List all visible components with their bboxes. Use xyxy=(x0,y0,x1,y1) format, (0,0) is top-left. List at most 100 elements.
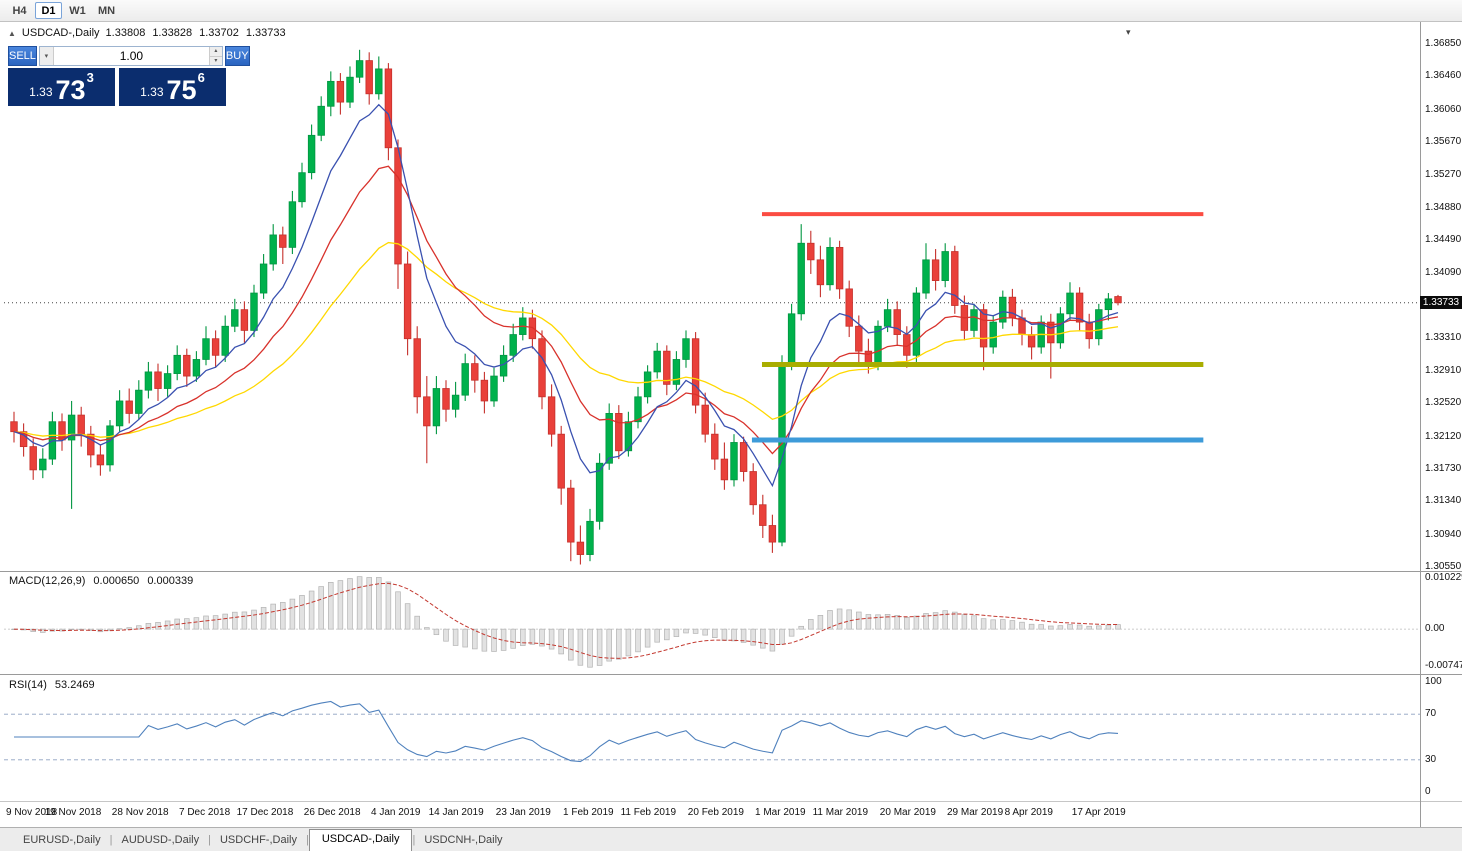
price-axis-separator xyxy=(1420,22,1421,827)
buy-price-big: 75 xyxy=(166,75,197,105)
date-axis[interactable]: 9 Nov 2018 19 Nov 2018 28 Nov 2018 7 Dec 20… xyxy=(4,802,1420,826)
price-axis-label: 1.30550 xyxy=(1425,561,1462,572)
price-axis-label: 1.34090 xyxy=(1425,267,1462,279)
volume-spinner: ▴ ▾ xyxy=(208,47,222,65)
date-axis-label: 19 Nov 2018 xyxy=(44,807,102,818)
panel-separator[interactable] xyxy=(0,571,1462,572)
volume-up-icon[interactable]: ▴ xyxy=(209,47,222,57)
tab-divider: | xyxy=(305,834,309,846)
current-price-value: 1.33733 xyxy=(1422,297,1460,309)
price-axis[interactable]: 1.36850 1.36460 1.36060 1.35670 1.35270 1.348… xyxy=(1421,38,1462,572)
date-axis-label: 11 Feb 2019 xyxy=(620,807,677,818)
rsi-axis[interactable]: 100 70 30 0 xyxy=(1421,676,1462,800)
date-axis-label: 1 Mar 2019 xyxy=(755,807,806,818)
price-axis-label: 1.32910 xyxy=(1425,365,1462,377)
price-axis-label: 1.30940 xyxy=(1425,528,1462,540)
sell-price-pip: 3 xyxy=(86,70,94,85)
date-axis-label: 17 Dec 2018 xyxy=(236,807,294,818)
volume-down-icon[interactable]: ▾ xyxy=(209,56,222,65)
high-value: 1.33828 xyxy=(152,27,193,39)
macd-axis-label: -0.007477 xyxy=(1425,660,1462,671)
rsi-indicator-header: RSI(14) 53.2469 xyxy=(9,679,99,691)
price-axis-label: 1.34490 xyxy=(1425,233,1462,245)
date-axis-label: 20 Mar 2019 xyxy=(879,807,936,818)
volume-dropdown-icon[interactable]: ▾ xyxy=(39,47,54,65)
macd-signal-line xyxy=(13,582,1119,659)
date-axis-label: 7 Dec 2018 xyxy=(179,807,231,818)
macd-axis-label: 0.010229 xyxy=(1425,572,1462,583)
macd-signal-value: 0.000339 xyxy=(147,575,194,587)
date-axis-label: 28 Nov 2018 xyxy=(111,807,169,818)
tab-divider: | xyxy=(412,834,416,846)
tab-divider: | xyxy=(208,834,211,846)
date-axis-label: 26 Dec 2018 xyxy=(303,807,361,818)
close-value: 1.33733 xyxy=(245,27,286,39)
price-axis-label: 1.33310 xyxy=(1425,331,1462,343)
date-axis-label: 17 Apr 2019 xyxy=(1071,807,1126,818)
ma-8-line[interactable] xyxy=(13,103,1119,488)
buy-button[interactable]: BUY xyxy=(224,46,250,66)
macd-axis-label: 0.00 xyxy=(1425,623,1445,635)
rsi-label: RSI(14) xyxy=(9,679,47,691)
timeframe-button-d1[interactable]: D1 xyxy=(35,2,62,19)
chart-shift-marker-icon[interactable]: ▾ xyxy=(1126,27,1131,37)
price-axis-label: 1.32120 xyxy=(1425,430,1462,442)
buy-price-prefix: 1.33 xyxy=(140,85,164,99)
volume-control: ▾ ▴ ▾ xyxy=(38,46,223,66)
date-axis-label: 29 Mar 2019 xyxy=(947,807,1004,818)
date-axis-label: 1 Feb 2019 xyxy=(563,807,614,818)
ohlc-values: 1.33808 1.33828 1.33702 1.33733 xyxy=(106,27,286,39)
low-value: 1.33702 xyxy=(199,27,239,39)
chart-title-bar: ▲ USDCAD-,Daily 1.33808 1.33828 1.33702 … xyxy=(8,26,286,40)
price-axis-label: 1.35670 xyxy=(1425,135,1462,147)
chart-tab-bar: EURUSD-,Daily | AUDUSD-,Daily | USDCHF-,Dail… xyxy=(0,827,1462,851)
date-axis-label: 9 Nov 2018 xyxy=(6,807,58,818)
price-axis-label: 1.32520 xyxy=(1425,397,1462,409)
date-axis-label: 8 Apr 2019 xyxy=(1004,807,1053,818)
rsi-chart[interactable] xyxy=(4,676,1420,800)
macd-indicator-header: MACD(12,26,9) 0.000650 0.000339 xyxy=(9,575,198,587)
price-axis-label: 1.36460 xyxy=(1425,70,1462,82)
symbol-tab-audusd[interactable]: AUDUSD-,Daily xyxy=(121,834,200,846)
macd-chart[interactable] xyxy=(4,572,1420,672)
price-axis-label: 1.31340 xyxy=(1425,495,1462,507)
rsi-axis-label: 100 xyxy=(1425,676,1442,687)
ma-34-line[interactable] xyxy=(13,241,1119,438)
current-price-label: 1.33733 xyxy=(1420,296,1462,310)
rsi-line xyxy=(14,700,1119,763)
sell-button[interactable]: SELL xyxy=(8,46,37,66)
date-axis-label: 20 Feb 2019 xyxy=(687,807,744,818)
timeframe-toolbar: H4 D1 W1 MN xyxy=(0,0,1462,22)
one-click-collapse-icon[interactable]: ▲ xyxy=(8,28,16,38)
symbol-tab-usdcnh[interactable]: USDCNH-,Daily xyxy=(424,834,503,846)
symbol-tab-usdchf[interactable]: USDCHF-,Daily xyxy=(219,834,297,846)
timeframe-button-mn[interactable]: MN xyxy=(98,4,116,17)
price-axis-label: 1.34880 xyxy=(1425,201,1462,213)
date-axis-label: 11 Mar 2019 xyxy=(812,807,868,818)
rsi-value: 53.2469 xyxy=(54,679,95,691)
price-axis-label: 1.36850 xyxy=(1425,38,1462,49)
buy-price-quote[interactable]: 1.33 75 6 xyxy=(119,68,226,106)
sell-price-big: 73 xyxy=(55,75,86,105)
macd-axis[interactable]: 0.010229 0.00 -0.007477 xyxy=(1421,572,1462,672)
date-axis-label: 4 Jan 2019 xyxy=(371,807,421,818)
price-axis-label: 1.36060 xyxy=(1425,103,1462,115)
symbol-tab-usdcad[interactable]: USDCAD-,Daily xyxy=(308,829,413,851)
rsi-axis-label: 70 xyxy=(1425,708,1437,720)
price-chart[interactable] xyxy=(4,42,1420,570)
panel-separator[interactable] xyxy=(0,674,1462,675)
volume-input[interactable] xyxy=(53,47,209,65)
sell-price-quote[interactable]: 1.33 73 3 xyxy=(8,68,115,106)
date-axis-label: 23 Jan 2019 xyxy=(495,807,551,818)
rsi-axis-label: 0 xyxy=(1425,786,1431,797)
timeframe-button-w1[interactable]: W1 xyxy=(69,4,86,17)
rsi-axis-label: 30 xyxy=(1425,753,1437,765)
timeframe-button-h4[interactable]: H4 xyxy=(12,4,27,17)
ma-17-line[interactable] xyxy=(13,165,1119,455)
tab-divider: | xyxy=(109,834,113,846)
date-axis-label: 14 Jan 2019 xyxy=(428,807,484,818)
macd-main-value: 0.000650 xyxy=(93,575,140,587)
price-axis-label: 1.35270 xyxy=(1425,169,1462,181)
symbol-tab-eurusd[interactable]: EURUSD-,Daily xyxy=(23,834,101,846)
